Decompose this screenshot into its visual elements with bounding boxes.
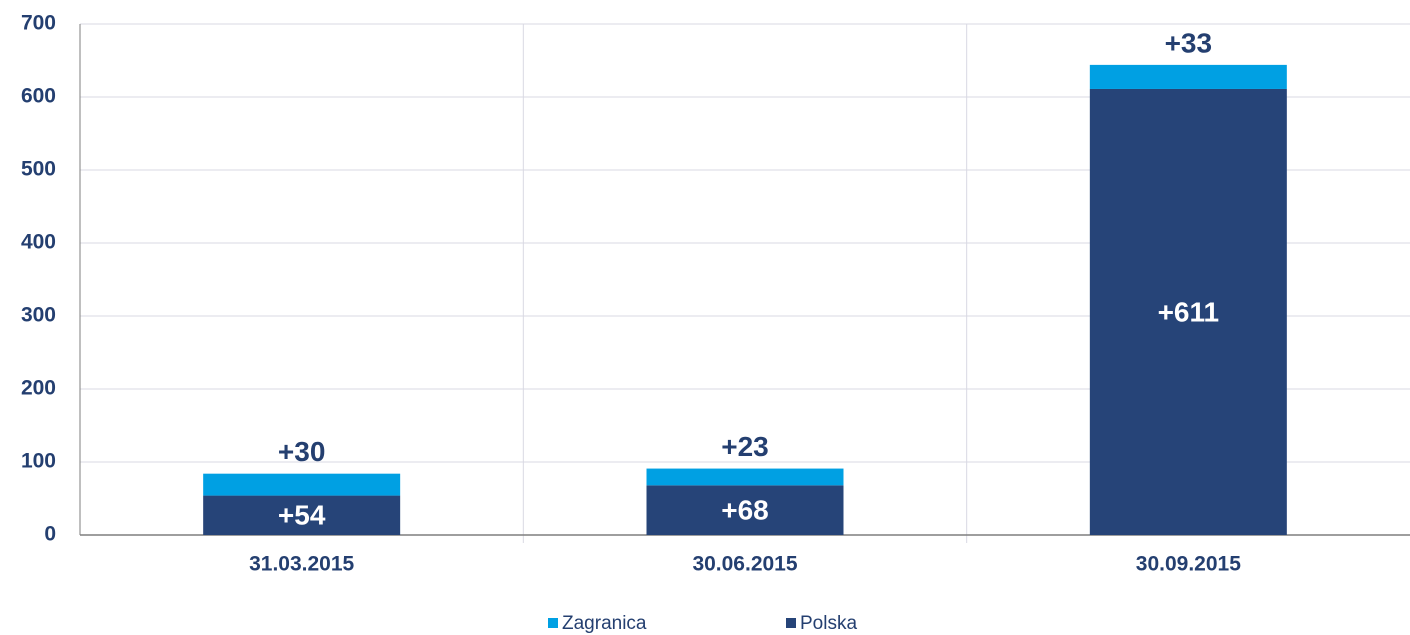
value-label: +30: [278, 436, 326, 467]
y-tick-label: 200: [21, 377, 56, 400]
value-label: +54: [278, 500, 326, 531]
y-tick-label: 500: [21, 158, 56, 181]
x-tick-label: 31.03.2015: [249, 553, 354, 576]
y-tick-label: 600: [21, 85, 56, 108]
value-label: +23: [721, 431, 769, 462]
y-tick-label: 100: [21, 450, 56, 473]
x-tick-label: 30.09.2015: [1136, 553, 1241, 576]
value-label: +68: [721, 495, 769, 526]
bar-segment: [1089, 64, 1287, 89]
value-label: +611: [1158, 296, 1220, 327]
legend-label: Zagranica: [562, 613, 647, 634]
value-label: +33: [1165, 27, 1213, 58]
y-tick-label: 400: [21, 231, 56, 254]
legend-swatch: [548, 618, 558, 628]
y-tick-label: 0: [44, 523, 56, 546]
bar-segment: [646, 468, 844, 486]
y-tick-label: 700: [21, 12, 56, 35]
bar-segment: [203, 495, 401, 535]
bar-segment: [646, 485, 844, 535]
legend-label: Polska: [800, 613, 857, 634]
legend-swatch: [786, 618, 796, 628]
y-tick-label: 300: [21, 304, 56, 327]
x-tick-label: 30.06.2015: [692, 553, 797, 576]
bar-segment: [1089, 88, 1287, 535]
bar-segment: [203, 473, 401, 496]
